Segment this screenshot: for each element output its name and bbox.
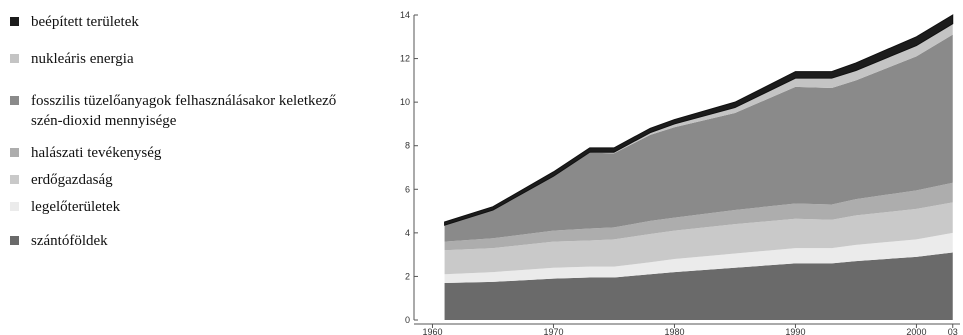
y-tick-label: 14 (400, 10, 410, 20)
chart: 0 2 4 6 8 10 12 14 1960 1970 1980 1990 2000 03 (400, 10, 960, 335)
legend: beépített területek nukleáris energia foss… (0, 0, 380, 335)
legend-swatch (10, 202, 19, 211)
legend-item: erdőgazdaság (10, 170, 350, 190)
y-tick-label: 12 (400, 54, 410, 64)
area (444, 202, 953, 275)
x-tick-label: 03 (948, 327, 958, 335)
legend-item: szántóföldek (10, 231, 350, 251)
y-tick-label: 6 (405, 184, 410, 194)
legend-label: beépített területek (31, 14, 139, 30)
x-tick-label: 2000 (906, 327, 926, 335)
y-tick-label: 4 (405, 228, 410, 238)
x-tick-label: 1980 (664, 327, 684, 335)
legend-item: nukleáris energia (10, 49, 350, 69)
legend-swatch (10, 17, 19, 26)
area (444, 252, 953, 320)
area (444, 182, 953, 251)
y-tick-label: 8 (405, 141, 410, 151)
area (444, 34, 953, 242)
legend-label: fosszilis tüzelőanyagok felhasználásakor… (31, 93, 337, 129)
legend-item: halászati tevékenység (10, 143, 350, 163)
legend-swatch (10, 96, 19, 105)
legend-label: szántóföldek (31, 233, 108, 249)
legend-swatch (10, 236, 19, 245)
legend-label: nukleáris energia (31, 51, 134, 67)
legend-swatch (10, 148, 19, 157)
y-tick-label: 10 (400, 97, 410, 107)
legend-label: legelőterületek (31, 199, 121, 215)
y-tick-label: 2 (405, 271, 410, 281)
legend-item: legelőterületek (10, 197, 350, 217)
legend-swatch (10, 54, 19, 63)
y-tick-label: 0 (405, 315, 410, 325)
x-tick-label: 1960 (422, 327, 442, 335)
legend-label: erdőgazdaság (31, 172, 113, 188)
legend-item: beépített területek (10, 12, 350, 32)
x-tick-label: 1990 (785, 327, 805, 335)
legend-item: fosszilis tüzelőanyagok felhasználásakor… (10, 91, 350, 131)
legend-swatch (10, 175, 19, 184)
area (444, 232, 953, 283)
x-tick-label: 1970 (543, 327, 563, 335)
area (444, 14, 954, 226)
legend-label: halászati tevékenység (31, 145, 162, 161)
